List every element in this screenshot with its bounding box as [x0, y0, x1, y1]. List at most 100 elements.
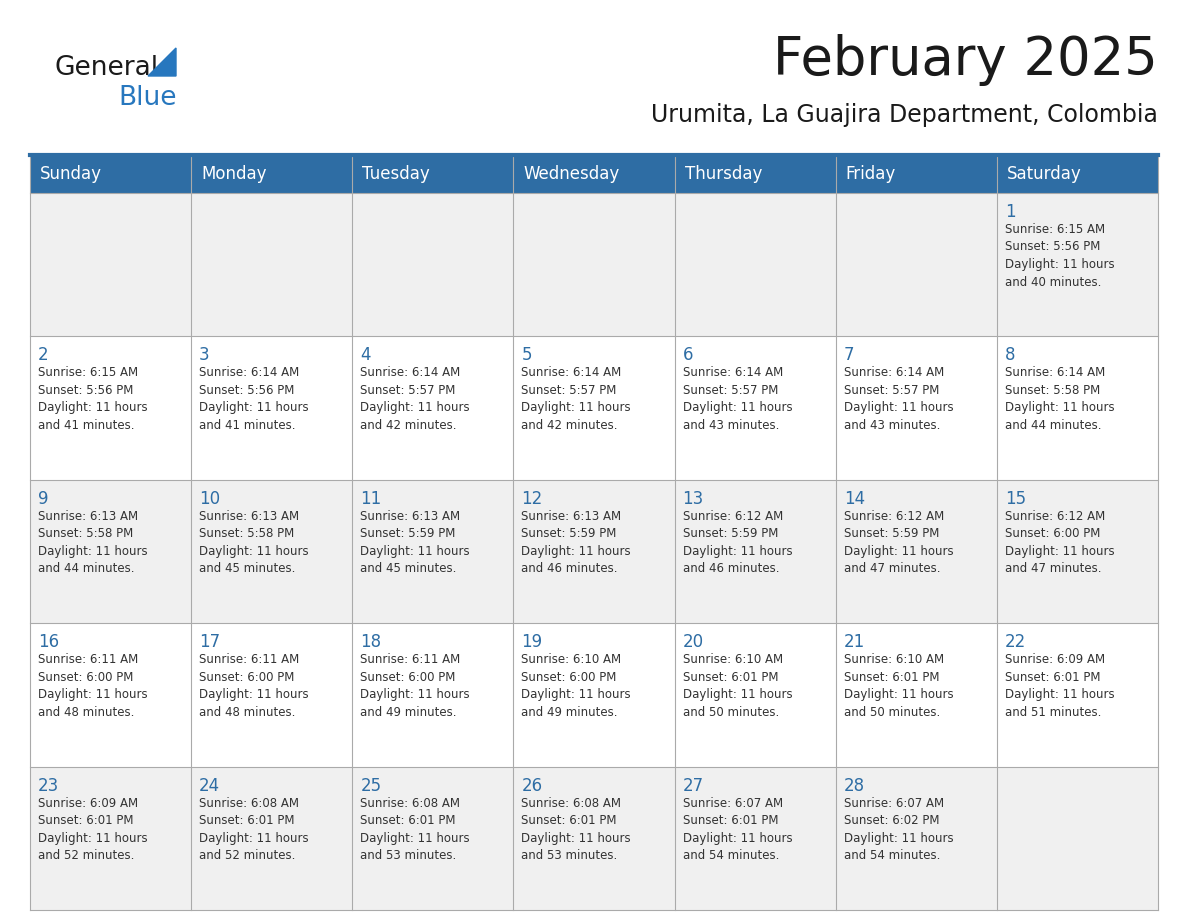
Text: 3: 3: [200, 346, 210, 364]
Text: Sunrise: 6:14 AM
Sunset: 5:56 PM
Daylight: 11 hours
and 41 minutes.: Sunrise: 6:14 AM Sunset: 5:56 PM Dayligh…: [200, 366, 309, 431]
Text: Sunrise: 6:12 AM
Sunset: 5:59 PM
Daylight: 11 hours
and 46 minutes.: Sunrise: 6:12 AM Sunset: 5:59 PM Dayligh…: [683, 509, 792, 576]
Text: 18: 18: [360, 633, 381, 651]
Text: Sunday: Sunday: [40, 165, 102, 183]
Text: 9: 9: [38, 490, 49, 508]
Text: 14: 14: [843, 490, 865, 508]
Text: Thursday: Thursday: [684, 165, 762, 183]
Text: 20: 20: [683, 633, 703, 651]
Text: Sunrise: 6:14 AM
Sunset: 5:57 PM
Daylight: 11 hours
and 42 minutes.: Sunrise: 6:14 AM Sunset: 5:57 PM Dayligh…: [360, 366, 470, 431]
Bar: [997, 193, 1158, 336]
Bar: [30, 767, 191, 910]
Bar: [835, 767, 997, 910]
Bar: [997, 336, 1158, 480]
Text: 6: 6: [683, 346, 693, 364]
Bar: [513, 193, 675, 336]
Text: 4: 4: [360, 346, 371, 364]
Bar: [675, 623, 835, 767]
Text: 11: 11: [360, 490, 381, 508]
Text: 15: 15: [1005, 490, 1026, 508]
Text: Sunrise: 6:13 AM
Sunset: 5:58 PM
Daylight: 11 hours
and 45 minutes.: Sunrise: 6:13 AM Sunset: 5:58 PM Dayligh…: [200, 509, 309, 576]
Bar: [353, 767, 513, 910]
Text: 12: 12: [522, 490, 543, 508]
Text: General: General: [55, 55, 159, 81]
Bar: [353, 336, 513, 480]
Text: Sunrise: 6:09 AM
Sunset: 6:01 PM
Daylight: 11 hours
and 52 minutes.: Sunrise: 6:09 AM Sunset: 6:01 PM Dayligh…: [38, 797, 147, 862]
Text: 19: 19: [522, 633, 543, 651]
Text: Sunrise: 6:14 AM
Sunset: 5:58 PM
Daylight: 11 hours
and 44 minutes.: Sunrise: 6:14 AM Sunset: 5:58 PM Dayligh…: [1005, 366, 1114, 431]
Text: 26: 26: [522, 777, 543, 795]
Text: 24: 24: [200, 777, 220, 795]
Text: 10: 10: [200, 490, 220, 508]
Text: Sunrise: 6:13 AM
Sunset: 5:59 PM
Daylight: 11 hours
and 46 minutes.: Sunrise: 6:13 AM Sunset: 5:59 PM Dayligh…: [522, 509, 631, 576]
Text: Sunrise: 6:08 AM
Sunset: 6:01 PM
Daylight: 11 hours
and 53 minutes.: Sunrise: 6:08 AM Sunset: 6:01 PM Dayligh…: [360, 797, 470, 862]
Text: Sunrise: 6:13 AM
Sunset: 5:58 PM
Daylight: 11 hours
and 44 minutes.: Sunrise: 6:13 AM Sunset: 5:58 PM Dayligh…: [38, 509, 147, 576]
Text: Sunrise: 6:09 AM
Sunset: 6:01 PM
Daylight: 11 hours
and 51 minutes.: Sunrise: 6:09 AM Sunset: 6:01 PM Dayligh…: [1005, 654, 1114, 719]
Bar: [513, 336, 675, 480]
Text: Sunrise: 6:07 AM
Sunset: 6:02 PM
Daylight: 11 hours
and 54 minutes.: Sunrise: 6:07 AM Sunset: 6:02 PM Dayligh…: [843, 797, 953, 862]
Text: Sunrise: 6:11 AM
Sunset: 6:00 PM
Daylight: 11 hours
and 48 minutes.: Sunrise: 6:11 AM Sunset: 6:00 PM Dayligh…: [200, 654, 309, 719]
Bar: [191, 193, 353, 336]
Bar: [997, 623, 1158, 767]
Bar: [513, 623, 675, 767]
Text: 7: 7: [843, 346, 854, 364]
Text: Monday: Monday: [201, 165, 266, 183]
Text: 1: 1: [1005, 203, 1016, 221]
Bar: [835, 480, 997, 623]
Text: 28: 28: [843, 777, 865, 795]
Text: Urumita, La Guajira Department, Colombia: Urumita, La Guajira Department, Colombia: [651, 103, 1158, 127]
Bar: [675, 767, 835, 910]
Bar: [675, 193, 835, 336]
Text: Friday: Friday: [846, 165, 896, 183]
Bar: [30, 623, 191, 767]
Bar: [675, 336, 835, 480]
Text: Sunrise: 6:15 AM
Sunset: 5:56 PM
Daylight: 11 hours
and 41 minutes.: Sunrise: 6:15 AM Sunset: 5:56 PM Dayligh…: [38, 366, 147, 431]
Text: 8: 8: [1005, 346, 1016, 364]
Bar: [675, 480, 835, 623]
Text: Sunrise: 6:08 AM
Sunset: 6:01 PM
Daylight: 11 hours
and 53 minutes.: Sunrise: 6:08 AM Sunset: 6:01 PM Dayligh…: [522, 797, 631, 862]
Text: Blue: Blue: [118, 85, 177, 111]
Bar: [513, 480, 675, 623]
Bar: [353, 480, 513, 623]
Text: Sunrise: 6:11 AM
Sunset: 6:00 PM
Daylight: 11 hours
and 49 minutes.: Sunrise: 6:11 AM Sunset: 6:00 PM Dayligh…: [360, 654, 470, 719]
Bar: [191, 336, 353, 480]
Text: 22: 22: [1005, 633, 1026, 651]
Text: Saturday: Saturday: [1007, 165, 1081, 183]
Bar: [997, 480, 1158, 623]
Bar: [30, 480, 191, 623]
Text: Sunrise: 6:10 AM
Sunset: 6:00 PM
Daylight: 11 hours
and 49 minutes.: Sunrise: 6:10 AM Sunset: 6:00 PM Dayligh…: [522, 654, 631, 719]
Text: Sunrise: 6:12 AM
Sunset: 6:00 PM
Daylight: 11 hours
and 47 minutes.: Sunrise: 6:12 AM Sunset: 6:00 PM Dayligh…: [1005, 509, 1114, 576]
Bar: [997, 767, 1158, 910]
Text: Sunrise: 6:08 AM
Sunset: 6:01 PM
Daylight: 11 hours
and 52 minutes.: Sunrise: 6:08 AM Sunset: 6:01 PM Dayligh…: [200, 797, 309, 862]
Text: Sunrise: 6:15 AM
Sunset: 5:56 PM
Daylight: 11 hours
and 40 minutes.: Sunrise: 6:15 AM Sunset: 5:56 PM Dayligh…: [1005, 223, 1114, 288]
Text: Sunrise: 6:07 AM
Sunset: 6:01 PM
Daylight: 11 hours
and 54 minutes.: Sunrise: 6:07 AM Sunset: 6:01 PM Dayligh…: [683, 797, 792, 862]
Text: Wednesday: Wednesday: [524, 165, 620, 183]
Bar: [835, 193, 997, 336]
Text: 17: 17: [200, 633, 220, 651]
Text: 2: 2: [38, 346, 49, 364]
Polygon shape: [148, 48, 176, 76]
Text: Tuesday: Tuesday: [362, 165, 430, 183]
Bar: [30, 155, 1158, 193]
Bar: [353, 623, 513, 767]
Bar: [191, 623, 353, 767]
Text: Sunrise: 6:10 AM
Sunset: 6:01 PM
Daylight: 11 hours
and 50 minutes.: Sunrise: 6:10 AM Sunset: 6:01 PM Dayligh…: [683, 654, 792, 719]
Text: 27: 27: [683, 777, 703, 795]
Text: 23: 23: [38, 777, 59, 795]
Text: Sunrise: 6:14 AM
Sunset: 5:57 PM
Daylight: 11 hours
and 42 minutes.: Sunrise: 6:14 AM Sunset: 5:57 PM Dayligh…: [522, 366, 631, 431]
Bar: [835, 623, 997, 767]
Text: 21: 21: [843, 633, 865, 651]
Text: Sunrise: 6:13 AM
Sunset: 5:59 PM
Daylight: 11 hours
and 45 minutes.: Sunrise: 6:13 AM Sunset: 5:59 PM Dayligh…: [360, 509, 470, 576]
Text: February 2025: February 2025: [773, 34, 1158, 86]
Text: Sunrise: 6:14 AM
Sunset: 5:57 PM
Daylight: 11 hours
and 43 minutes.: Sunrise: 6:14 AM Sunset: 5:57 PM Dayligh…: [683, 366, 792, 431]
Text: 25: 25: [360, 777, 381, 795]
Text: Sunrise: 6:12 AM
Sunset: 5:59 PM
Daylight: 11 hours
and 47 minutes.: Sunrise: 6:12 AM Sunset: 5:59 PM Dayligh…: [843, 509, 953, 576]
Bar: [30, 336, 191, 480]
Text: 16: 16: [38, 633, 59, 651]
Bar: [835, 336, 997, 480]
Bar: [513, 767, 675, 910]
Text: Sunrise: 6:14 AM
Sunset: 5:57 PM
Daylight: 11 hours
and 43 minutes.: Sunrise: 6:14 AM Sunset: 5:57 PM Dayligh…: [843, 366, 953, 431]
Bar: [191, 480, 353, 623]
Text: Sunrise: 6:11 AM
Sunset: 6:00 PM
Daylight: 11 hours
and 48 minutes.: Sunrise: 6:11 AM Sunset: 6:00 PM Dayligh…: [38, 654, 147, 719]
Bar: [30, 193, 191, 336]
Text: 13: 13: [683, 490, 703, 508]
